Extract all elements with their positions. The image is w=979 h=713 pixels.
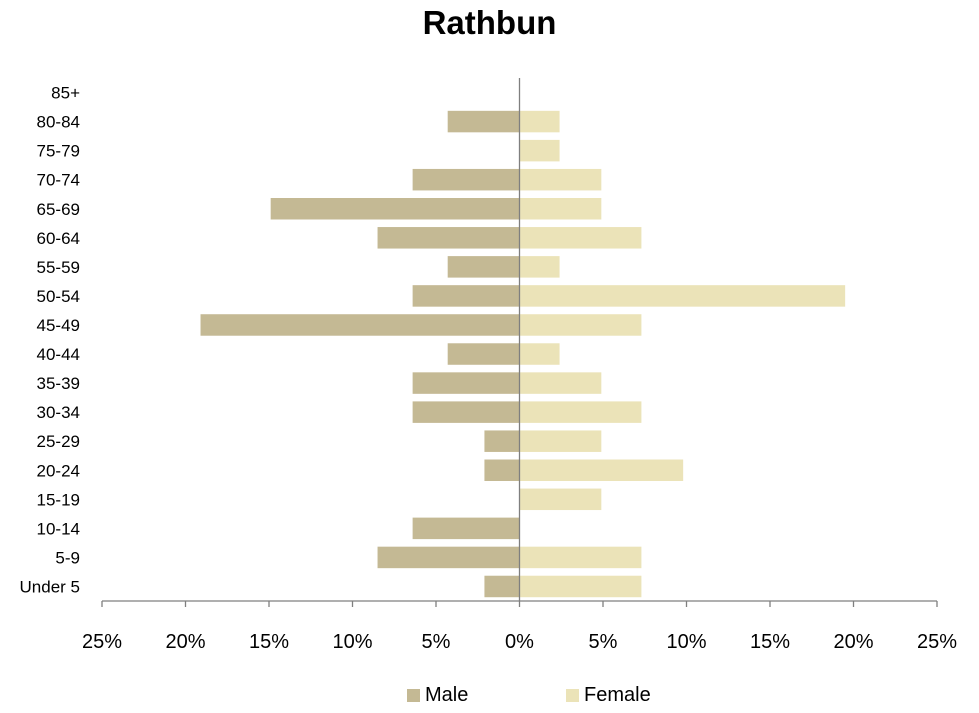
y-category-label: 45-49 xyxy=(37,316,80,335)
y-category-label: 25-29 xyxy=(37,432,80,451)
y-category-label: Under 5 xyxy=(20,577,80,596)
y-category-label: 15-19 xyxy=(37,490,80,509)
legend-swatch-male xyxy=(407,689,420,702)
y-category-label: 30-34 xyxy=(37,403,80,422)
bar-male-25-29 xyxy=(484,430,520,452)
x-tick-label: 5% xyxy=(422,631,451,653)
bar-male-60-64 xyxy=(377,227,520,249)
x-tick-label: 20% xyxy=(165,631,205,653)
legend-item-male: Male xyxy=(407,684,468,707)
bar-male-55-59 xyxy=(447,256,520,278)
bar-female-20-24 xyxy=(519,459,684,481)
y-category-label: 65-69 xyxy=(37,200,80,219)
x-tick-label: 5% xyxy=(589,631,618,653)
bar-female-55-59 xyxy=(519,256,560,278)
bar-female-30-34 xyxy=(519,401,642,423)
bar-female-70-74 xyxy=(519,168,602,191)
x-tick-label: 20% xyxy=(833,631,873,653)
y-category-label: 75-79 xyxy=(37,142,80,161)
y-category-label: 5-9 xyxy=(55,548,80,567)
x-tick-label: 25% xyxy=(917,631,957,653)
chart-title: Rathbun xyxy=(422,4,557,41)
y-category-label: 85+ xyxy=(51,84,80,103)
chart-plot: 25% 20% 15% 10% 5% 0% 5% 10% 15% 20% 25% Under 5 5-9… xyxy=(20,78,957,653)
legend-item-female: Female xyxy=(566,684,651,707)
y-category-label: 70-74 xyxy=(37,171,80,190)
bar-male-70-74 xyxy=(412,168,520,191)
legend-label-female: Female xyxy=(584,684,651,706)
x-tick-label: 10% xyxy=(332,631,372,653)
legend-swatch-female xyxy=(566,689,579,702)
bar-female-50-54 xyxy=(519,285,846,307)
bar-male-45-49 xyxy=(200,314,520,336)
bar-female-65-69 xyxy=(519,198,602,220)
bar-male-5-9 xyxy=(377,546,520,569)
y-category-label: 35-39 xyxy=(37,374,80,393)
bar-female-15-19 xyxy=(519,488,602,511)
bar-female-under-5 xyxy=(519,575,642,598)
bar-female-40-44 xyxy=(519,343,560,365)
x-tick-label: 10% xyxy=(666,631,706,653)
bar-female-60-64 xyxy=(519,227,642,249)
bar-male-80-84 xyxy=(447,110,520,133)
bar-male-50-54 xyxy=(412,285,520,307)
bar-male-40-44 xyxy=(447,343,520,365)
y-category-label: 10-14 xyxy=(37,519,80,538)
x-tick-label: 0% xyxy=(505,631,534,653)
bar-female-45-49 xyxy=(519,314,642,336)
bar-male-65-69 xyxy=(270,198,520,220)
y-category-label: 60-64 xyxy=(37,229,80,248)
y-category-label: 40-44 xyxy=(37,345,80,364)
y-category-label: 80-84 xyxy=(37,113,80,132)
legend-label-male: Male xyxy=(425,684,469,706)
chart-legend: Male Female xyxy=(0,684,979,712)
x-tick-label: 15% xyxy=(750,631,790,653)
bar-male-under-5 xyxy=(484,575,520,598)
bar-female-35-39 xyxy=(519,372,602,394)
bar-female-5-9 xyxy=(519,546,642,569)
bar-male-10-14 xyxy=(412,517,520,540)
bar-female-75-79 xyxy=(519,139,560,162)
y-category-label: 20-24 xyxy=(37,461,80,480)
y-category-label: 55-59 xyxy=(37,258,80,277)
bar-male-35-39 xyxy=(412,372,520,394)
bar-female-25-29 xyxy=(519,430,602,452)
bar-male-30-34 xyxy=(412,401,520,423)
bar-female-80-84 xyxy=(519,110,560,133)
y-category-label: 50-54 xyxy=(37,287,80,306)
bar-male-20-24 xyxy=(484,459,520,481)
x-tick-label: 15% xyxy=(249,631,289,653)
x-tick-label: 25% xyxy=(82,631,122,653)
